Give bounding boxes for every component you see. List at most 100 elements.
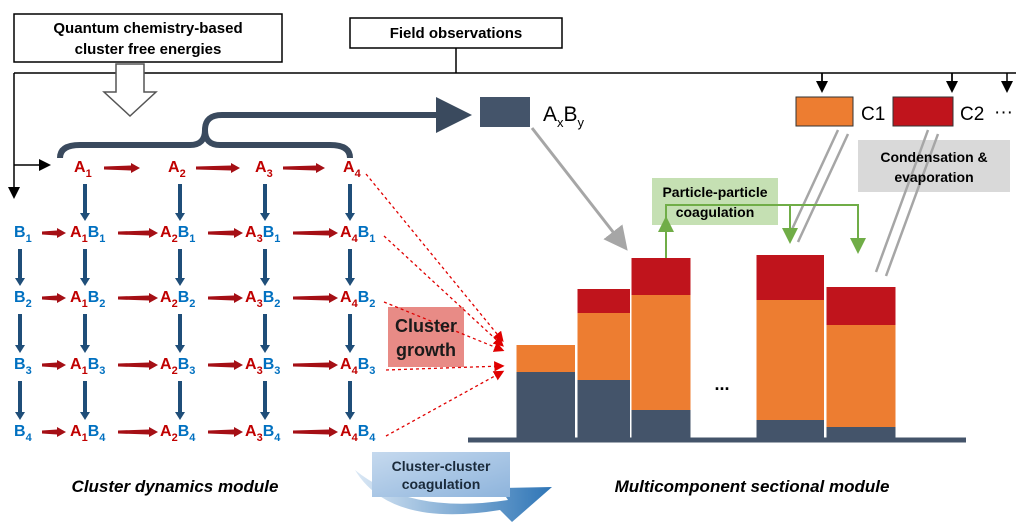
cluster-index: 4 — [26, 432, 33, 444]
condensation-label: Condensation & — [880, 149, 987, 165]
cluster-species: A — [160, 356, 172, 373]
cluster-index: 2 — [189, 298, 195, 310]
cluster-index: 3 — [274, 365, 280, 377]
cluster-index: 3 — [267, 168, 273, 180]
cluster-species: B — [178, 289, 190, 306]
cluster-species: A — [340, 356, 352, 373]
blue-arrow — [80, 314, 90, 353]
cluster-label: A4B4 — [340, 423, 376, 444]
product-part: A — [543, 103, 557, 126]
red-arrow — [118, 293, 158, 303]
quantum-box — [13, 13, 283, 63]
product-part: B — [564, 103, 578, 126]
cluster-index: 1 — [82, 432, 88, 444]
cluster-index: 1 — [82, 298, 88, 310]
cluster-index: 3 — [26, 365, 32, 377]
red-arrow — [208, 228, 243, 238]
cluster-species: B — [88, 356, 100, 373]
blue-arrow — [15, 249, 25, 286]
coag-curve-arrow — [355, 470, 552, 522]
red-arrow — [293, 427, 338, 437]
hollow-arrow — [102, 63, 158, 118]
brace-arrow — [57, 97, 472, 159]
sectional-bars — [468, 255, 966, 443]
cluster-label: A1B1 — [70, 224, 105, 245]
product-arrow — [530, 127, 628, 251]
cluster-index: 3 — [189, 365, 195, 377]
cluster-label: A2B4 — [160, 423, 196, 444]
red-arrow — [118, 228, 158, 238]
cluster-species: A — [245, 356, 257, 373]
cluster-index: 2 — [369, 298, 375, 310]
cluster-index: 4 — [352, 233, 359, 245]
cluster-label: A4B3 — [340, 356, 375, 377]
bar-segment — [577, 380, 630, 440]
cluster-label: A2B2 — [160, 289, 195, 310]
product-part: x — [557, 115, 564, 130]
cluster-label: A2B3 — [160, 356, 195, 377]
cluster-label: A1B4 — [70, 423, 106, 444]
cluster-label: B3 — [14, 356, 32, 377]
cluster-species: B — [263, 224, 275, 241]
product-part: y — [578, 115, 585, 130]
brace — [202, 129, 353, 159]
cluster-label: A3 — [255, 159, 273, 180]
cluster-species: B — [178, 356, 190, 373]
cluster-species: B — [358, 423, 370, 440]
cluster-species: B — [358, 289, 370, 306]
red-arrow — [293, 228, 338, 238]
cluster-index: 4 — [355, 168, 362, 180]
cluster-species: B — [88, 224, 100, 241]
cluster-index: 2 — [172, 233, 178, 245]
cluster-label: A4B2 — [340, 289, 375, 310]
blue-arrow — [260, 314, 270, 353]
cluster-species: A — [168, 159, 180, 176]
cluster-species: A — [340, 224, 352, 241]
cluster-label: A1B2 — [70, 289, 105, 310]
bar-divider — [515, 255, 897, 440]
cluster-index: 3 — [257, 432, 263, 444]
blue-arrow — [345, 314, 355, 353]
c1-label: C1 — [861, 104, 885, 125]
field-label: Field observations — [390, 25, 523, 42]
cluster-index: 4 — [99, 432, 106, 444]
quantum-label: Quantum chemistry-based — [53, 20, 242, 37]
cluster-index: 1 — [189, 233, 195, 245]
cluster-species: A — [70, 423, 82, 440]
cluster-species: A — [343, 159, 355, 176]
product-box — [480, 97, 530, 127]
field-box — [349, 17, 563, 49]
cluster-species: B — [263, 289, 275, 306]
red-arrow — [208, 293, 243, 303]
product-label: AxBy — [543, 103, 585, 130]
bar-segment — [756, 255, 824, 300]
blue-arrow — [80, 184, 90, 221]
red-arrow — [42, 360, 66, 370]
particle-coag-label: coagulation — [676, 204, 755, 220]
cluster-species: A — [70, 356, 82, 373]
c1-box — [795, 96, 854, 127]
cluster-species: B — [14, 423, 26, 440]
condensation-label: evaporation — [894, 169, 973, 185]
bar-segment — [577, 313, 630, 380]
blue-arrow — [260, 184, 270, 221]
cluster-label: A3B1 — [245, 224, 280, 245]
cluster-label: A2B1 — [160, 224, 195, 245]
blue-arrow — [175, 381, 185, 420]
blue-arrow — [15, 381, 25, 420]
cluster-species: B — [358, 224, 370, 241]
cluster-label: A2 — [168, 159, 186, 180]
cluster-index: 3 — [257, 233, 263, 245]
cluster-species: B — [14, 289, 26, 306]
more-label: ··· — [994, 102, 1013, 123]
blue-arrow — [260, 249, 270, 286]
cluster-index: 4 — [352, 365, 359, 377]
bar-segment — [826, 287, 896, 325]
cluster-index: 1 — [86, 168, 92, 180]
blue-arrow — [175, 184, 185, 221]
cluster-index: 3 — [257, 298, 263, 310]
cluster-species: B — [14, 224, 26, 241]
bar-segment — [631, 258, 691, 295]
